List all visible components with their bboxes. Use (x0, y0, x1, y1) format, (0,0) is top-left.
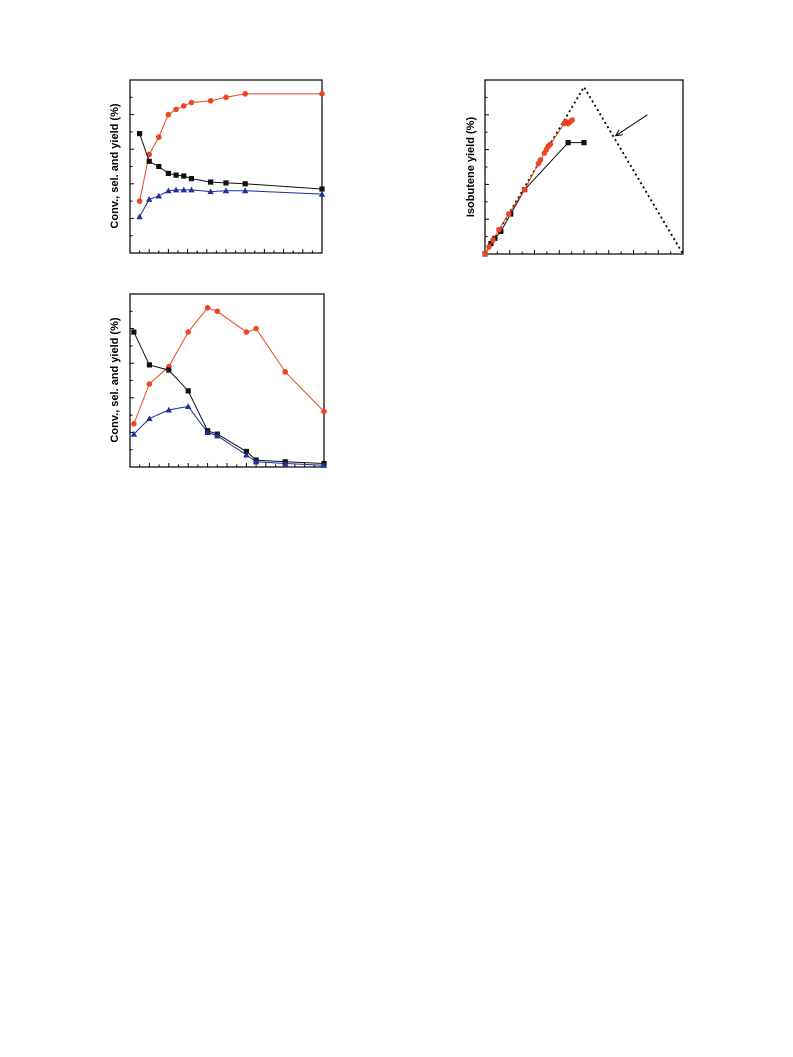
axis-ticks (484, 79, 684, 255)
data-point-yield (252, 458, 260, 465)
data-point-selectivity (496, 226, 502, 233)
data-point-yield (146, 196, 153, 202)
data-point-selectivity (136, 198, 143, 204)
data-point-selectivity (521, 186, 528, 193)
series-conversion (131, 329, 327, 467)
series-selectivity (136, 91, 325, 204)
series-conversion (137, 131, 325, 192)
data-point-selectivity (207, 97, 214, 104)
data-point-yield (318, 190, 326, 197)
data-point-conversion (146, 158, 152, 164)
data-point-conversion (188, 176, 195, 182)
data-point-selectivity (243, 329, 250, 335)
axis-ticks (129, 79, 323, 254)
data-point-conversion (223, 180, 229, 186)
data-point-selectivity (180, 103, 187, 109)
data-point-selectivity (185, 329, 191, 335)
data-point-selectivity (131, 420, 137, 427)
data-point-selectivity (223, 94, 229, 101)
data-point-conversion (581, 140, 587, 146)
data-point-selectivity (282, 369, 289, 375)
data-point-selectivity (319, 91, 325, 97)
data-point-selectivity (482, 251, 488, 257)
series-line-conversion (139, 133, 323, 190)
data-point-conversion (131, 329, 137, 335)
data-point-conversion (185, 388, 191, 394)
series-line-selectivity (133, 307, 325, 424)
series-line-yield (133, 405, 325, 466)
data-point-selectivity (156, 134, 162, 140)
data-point-conversion (565, 140, 571, 146)
data-point-selectivity (547, 141, 554, 148)
series-selectivity (131, 305, 327, 427)
y-axis-label: Isobutene yield (%) (465, 117, 477, 218)
data-point-selectivity (204, 305, 211, 311)
data-point-conversion (156, 163, 162, 170)
series-conversion (482, 140, 587, 257)
arrow-head (614, 129, 623, 137)
data-point-yield (136, 213, 143, 220)
data-point-selectivity (214, 308, 221, 315)
data-point-conversion (242, 181, 248, 187)
data-point-selectivity (242, 91, 248, 97)
data-point-selectivity (486, 244, 492, 250)
arrow-shaft (615, 114, 648, 137)
data-point-conversion (208, 179, 214, 185)
data-point-yield (155, 192, 162, 199)
data-point-conversion (319, 186, 325, 192)
y-axis-label: Conv., sel. and yield (%) (109, 317, 121, 442)
data-point-yield (207, 188, 214, 195)
chart-top-right: Isobutene yield (%) (465, 79, 684, 257)
data-point-yield (185, 403, 192, 410)
data-point-yield (242, 187, 249, 194)
data-point-conversion (181, 173, 187, 179)
data-point-selectivity (321, 408, 327, 415)
data-point-conversion (137, 131, 143, 137)
data-point-yield (180, 186, 187, 193)
data-point-selectivity (188, 99, 195, 106)
plot-frame (129, 293, 325, 468)
data-point-selectivity (173, 106, 179, 113)
series-line-selectivity (139, 93, 322, 202)
data-point-selectivity (490, 237, 496, 243)
theoretical-limit-line (484, 85, 684, 255)
data-point-conversion (166, 367, 172, 373)
axis-ticks (129, 293, 325, 468)
data-point-selectivity (537, 157, 544, 163)
chart-bottom-left: Conv., sel. and yield (%) (109, 293, 328, 468)
data-point-selectivity (505, 211, 512, 217)
data-point-yield (172, 186, 180, 193)
data-point-yield (320, 462, 328, 468)
data-point-selectivity (165, 111, 172, 118)
data-point-selectivity (569, 117, 575, 123)
arrow-annotation (614, 114, 648, 137)
data-point-yield (165, 187, 172, 194)
data-point-selectivity (146, 381, 153, 387)
data-point-yield (204, 429, 211, 435)
series-yield (130, 403, 328, 468)
chart-top-left: Conv., sel. and yield (%) (109, 79, 326, 254)
data-point-conversion (165, 170, 171, 177)
data-point-conversion (173, 172, 179, 178)
series-yield (136, 186, 326, 220)
y-axis-label: Conv., sel. and yield (%) (109, 103, 121, 228)
data-point-yield (243, 451, 250, 458)
data-point-yield (130, 430, 138, 437)
data-point-conversion (243, 448, 249, 455)
series-line-yield (139, 189, 323, 217)
series-line-conversion (484, 142, 584, 255)
plot-frame (484, 79, 684, 255)
data-point-selectivity (253, 325, 259, 332)
data-point-yield (222, 187, 230, 194)
data-point-yield (146, 415, 153, 422)
data-point-yield (188, 186, 195, 193)
data-point-yield (165, 406, 172, 413)
data-point-yield (214, 432, 221, 439)
data-point-yield (282, 460, 289, 467)
series-selectivity (482, 117, 575, 257)
series-line-conversion (133, 331, 325, 465)
data-point-conversion (146, 362, 152, 368)
